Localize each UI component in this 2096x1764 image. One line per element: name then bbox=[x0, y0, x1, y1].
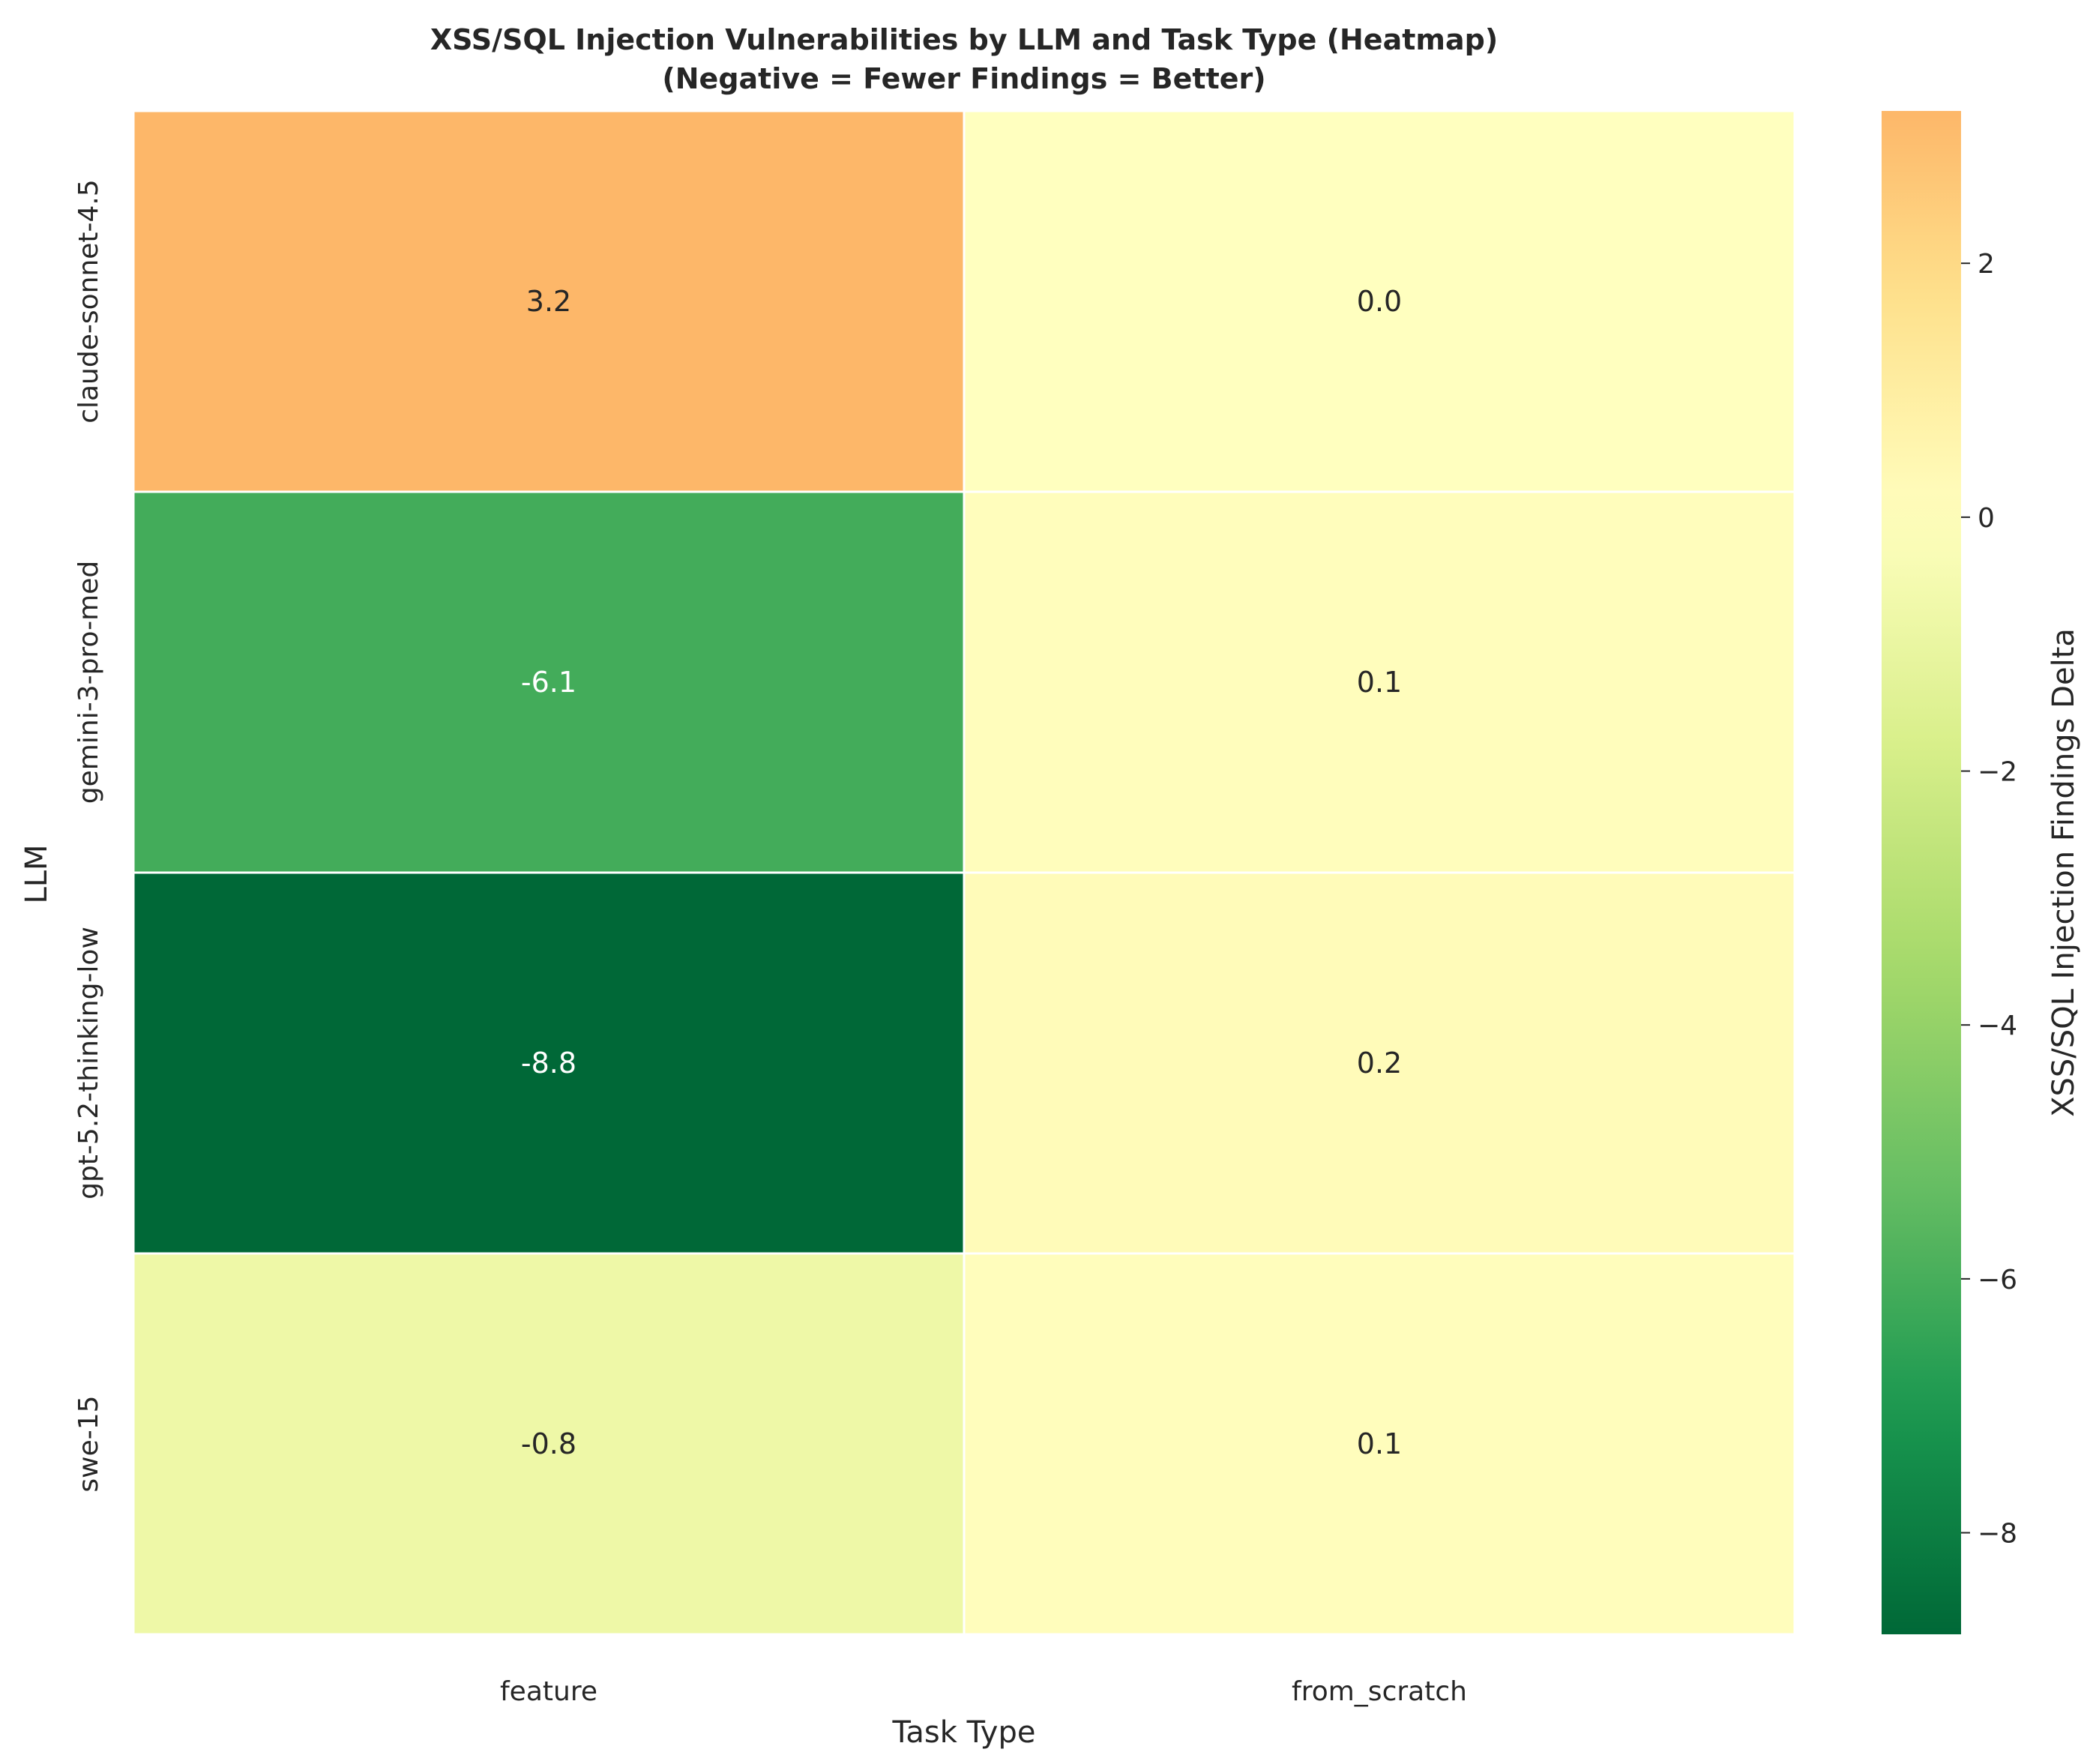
heatmap-cell-label-1-1: 0.1 bbox=[1357, 666, 1402, 699]
colorbar-gradient bbox=[1882, 111, 1961, 1634]
colorbar-tick-label-0: 2 bbox=[1978, 249, 1995, 280]
heatmap-cell-1-1 bbox=[963, 490, 1796, 874]
heatmap-cell-3-0 bbox=[132, 1252, 966, 1636]
x-tick-feature: feature bbox=[500, 1676, 597, 1707]
heatmap-cells: 3.2 0.0 -6.1 0.1 -8.8 0.2 -0.8 0.1 bbox=[132, 109, 1796, 1636]
x-tick-labels: feature from_scratch bbox=[500, 1676, 1467, 1707]
heatmap-cell-3-1 bbox=[963, 1252, 1796, 1636]
colorbar-tick-label-4: −6 bbox=[1978, 1265, 2017, 1295]
colorbar-ticks: 2 0 −2 −4 −6 −8 bbox=[1961, 249, 2017, 1550]
y-tick-labels: claude-sonnet-4.5 gemini-3-pro-med gpt-5.2… bbox=[73, 179, 104, 1492]
heatmap-cell-label-2-0: -8.8 bbox=[521, 1047, 576, 1080]
y-axis-label: LLM bbox=[19, 844, 54, 903]
y-tick-gemini-3-pro-med: gemini-3-pro-med bbox=[73, 561, 104, 804]
heatmap-cell-label-3-0: -0.8 bbox=[521, 1427, 576, 1460]
heatmap-cell-label-3-1: 0.1 bbox=[1357, 1427, 1402, 1460]
colorbar-tick-label-1: 0 bbox=[1978, 503, 1995, 534]
chart-subtitle: (Negative = Fewer Findings = Better) bbox=[662, 62, 1265, 95]
heatmap-cell-0-0 bbox=[132, 109, 966, 493]
colorbar-label: XSS/SQL Injection Findings Delta bbox=[2047, 628, 2081, 1117]
heatmap-cell-0-1 bbox=[963, 109, 1796, 493]
heatmap-cell-2-1 bbox=[963, 871, 1796, 1255]
colorbar-tick-label-3: −4 bbox=[1978, 1011, 2017, 1041]
x-axis-label: Task Type bbox=[892, 1715, 1036, 1750]
colorbar-tick-label-2: −2 bbox=[1978, 757, 2017, 788]
chart-title: XSS/SQL Injection Vulnerabilities by LLM… bbox=[430, 23, 1498, 56]
heatmap-cell-1-0 bbox=[132, 490, 966, 874]
colorbar-tick-label-5: −8 bbox=[1978, 1519, 2017, 1550]
heatmap-cell-label-1-0: -6.1 bbox=[521, 666, 576, 699]
y-tick-gpt-5.2-thinking-low: gpt-5.2-thinking-low bbox=[73, 927, 104, 1199]
heatmap-cell-label-2-1: 0.2 bbox=[1357, 1047, 1402, 1080]
y-tick-claude-sonnet-4.5: claude-sonnet-4.5 bbox=[73, 179, 104, 424]
y-tick-swe-15: swe-15 bbox=[73, 1395, 104, 1492]
x-tick-from_scratch: from_scratch bbox=[1292, 1676, 1467, 1707]
heatmap-cell-label-0-0: 3.2 bbox=[526, 285, 571, 318]
heatmap-cell-label-0-1: 0.0 bbox=[1357, 285, 1402, 318]
colorbar: 2 0 −2 −4 −6 −8 bbox=[1882, 111, 2017, 1634]
